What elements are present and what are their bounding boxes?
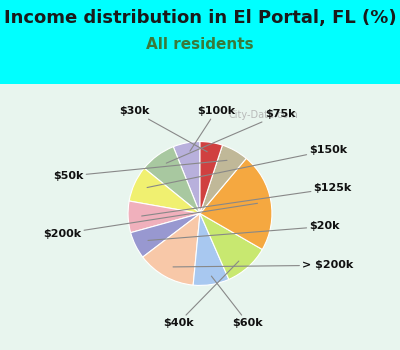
Wedge shape bbox=[193, 214, 229, 286]
Text: $200k: $200k bbox=[43, 203, 258, 239]
Wedge shape bbox=[143, 214, 200, 285]
Wedge shape bbox=[200, 145, 246, 214]
Text: City-Data.com: City-Data.com bbox=[228, 110, 298, 120]
Wedge shape bbox=[200, 141, 222, 214]
Wedge shape bbox=[173, 141, 200, 214]
Text: Income distribution in El Portal, FL (%): Income distribution in El Portal, FL (%) bbox=[4, 9, 396, 27]
Text: All residents: All residents bbox=[146, 37, 254, 52]
Text: $20k: $20k bbox=[148, 222, 340, 240]
Wedge shape bbox=[200, 214, 262, 279]
Wedge shape bbox=[129, 168, 200, 214]
Text: $30k: $30k bbox=[119, 106, 207, 152]
Wedge shape bbox=[128, 201, 200, 233]
Wedge shape bbox=[131, 214, 200, 257]
Wedge shape bbox=[144, 147, 200, 214]
Wedge shape bbox=[200, 159, 272, 250]
Text: $150k: $150k bbox=[147, 145, 348, 188]
Text: $100k: $100k bbox=[190, 106, 235, 151]
Text: $50k: $50k bbox=[53, 160, 227, 181]
Text: $60k: $60k bbox=[211, 276, 263, 328]
Text: > $200k: > $200k bbox=[173, 260, 354, 270]
Text: $40k: $40k bbox=[163, 261, 239, 328]
Text: $125k: $125k bbox=[142, 183, 352, 216]
Text: $75k: $75k bbox=[166, 109, 295, 163]
